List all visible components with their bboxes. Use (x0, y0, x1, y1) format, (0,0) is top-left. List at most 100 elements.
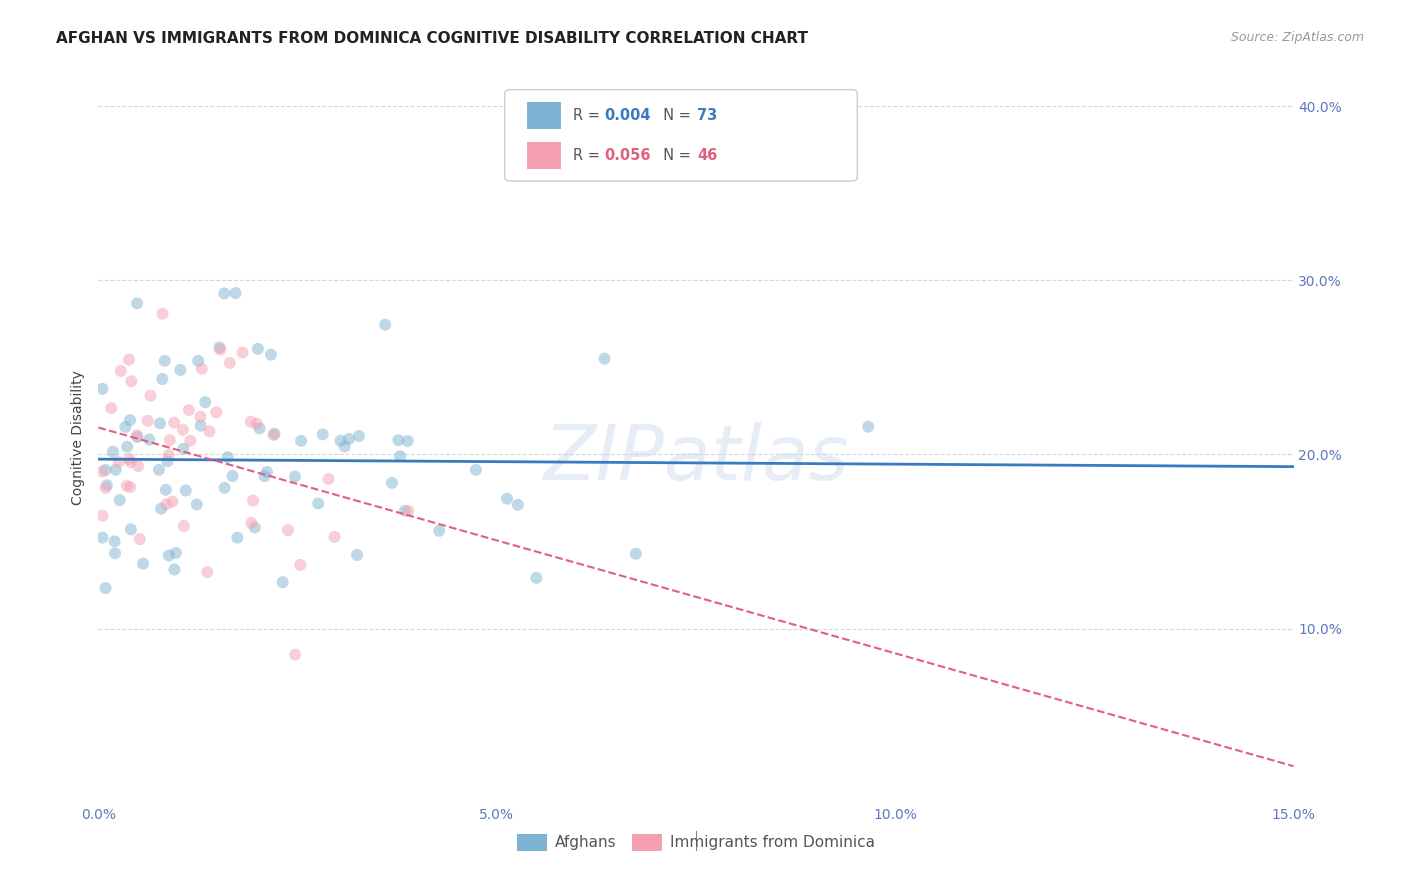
Point (593, 351, 616, 366)
Text: Source: ZipAtlas.com: Source: ZipAtlas.com (1230, 31, 1364, 45)
Point (118, 452, 141, 467)
Point (136, 414, 159, 428)
Point (190, 361, 212, 376)
Point (496, 491, 519, 506)
Point (186, 498, 208, 512)
Point (127, 459, 149, 474)
Point (155, 497, 177, 511)
Point (163, 563, 186, 577)
Point (96, 478, 118, 492)
Point (208, 340, 231, 354)
Text: R =: R = (572, 108, 605, 123)
Point (110, 364, 132, 378)
Point (221, 469, 243, 483)
Text: N =: N = (654, 108, 696, 123)
Point (624, 547, 647, 561)
Point (94, 581, 117, 595)
Y-axis label: Cognitive Disability: Cognitive Disability (70, 369, 84, 505)
FancyBboxPatch shape (527, 142, 561, 169)
Point (323, 530, 346, 544)
Point (108, 455, 131, 469)
Point (120, 480, 142, 494)
Point (153, 354, 176, 368)
Point (318, 472, 340, 486)
Point (104, 463, 127, 477)
Point (120, 455, 142, 469)
Point (150, 501, 173, 516)
Point (284, 469, 307, 483)
Point (190, 418, 212, 433)
Point (127, 430, 149, 444)
Point (249, 421, 271, 435)
Point (256, 465, 278, 479)
Point (149, 417, 172, 431)
Point (253, 469, 276, 483)
Point (242, 493, 264, 508)
Point (347, 429, 370, 443)
Point (260, 348, 283, 362)
Point (290, 558, 312, 572)
Point (127, 296, 149, 310)
Text: 73: 73 (697, 108, 717, 123)
FancyBboxPatch shape (505, 90, 858, 181)
Point (394, 504, 416, 518)
Point (173, 519, 195, 533)
Point (333, 440, 356, 454)
Point (239, 415, 262, 429)
Point (290, 434, 312, 448)
Point (94, 481, 117, 495)
Point (311, 427, 333, 442)
Point (104, 534, 127, 549)
Point (271, 575, 294, 590)
Point (159, 433, 181, 447)
Point (246, 342, 269, 356)
Point (858, 419, 880, 434)
Point (114, 420, 136, 434)
FancyBboxPatch shape (527, 102, 561, 128)
Point (226, 531, 249, 545)
Text: AFGHAN VS IMMIGRANTS FROM DOMINICA COGNITIVE DISABILITY CORRELATION CHART: AFGHAN VS IMMIGRANTS FROM DOMINICA COGNI… (56, 31, 808, 46)
Point (156, 454, 179, 468)
Text: 0.004: 0.004 (605, 108, 651, 123)
Point (169, 363, 191, 377)
Point (128, 532, 150, 546)
Point (101, 444, 124, 458)
Point (374, 318, 396, 332)
Point (179, 434, 201, 448)
Legend: Afghans, Immigrants from Dominica: Afghans, Immigrants from Dominica (510, 828, 882, 857)
Point (120, 374, 142, 388)
Point (100, 401, 122, 416)
Point (194, 395, 217, 409)
Point (387, 433, 409, 447)
Point (263, 428, 285, 442)
Point (197, 566, 219, 580)
Text: 0.056: 0.056 (605, 148, 651, 163)
Text: 46: 46 (697, 148, 717, 163)
Point (165, 546, 187, 560)
Point (91, 465, 114, 479)
Point (115, 440, 138, 454)
Point (212, 286, 235, 301)
Point (337, 432, 360, 446)
Point (284, 648, 307, 662)
Point (104, 546, 127, 560)
Point (148, 463, 170, 477)
Point (157, 549, 180, 563)
Point (329, 434, 352, 448)
Point (91, 531, 114, 545)
Point (396, 504, 419, 518)
Point (174, 483, 197, 498)
Point (190, 409, 212, 424)
Point (243, 520, 266, 534)
Point (506, 498, 529, 512)
Point (162, 494, 184, 508)
Point (120, 522, 142, 536)
Point (277, 523, 299, 537)
Point (155, 483, 177, 497)
Point (224, 286, 246, 301)
Point (94, 463, 117, 477)
Point (118, 352, 141, 367)
Point (240, 516, 263, 530)
Point (464, 463, 486, 477)
Point (232, 345, 254, 359)
